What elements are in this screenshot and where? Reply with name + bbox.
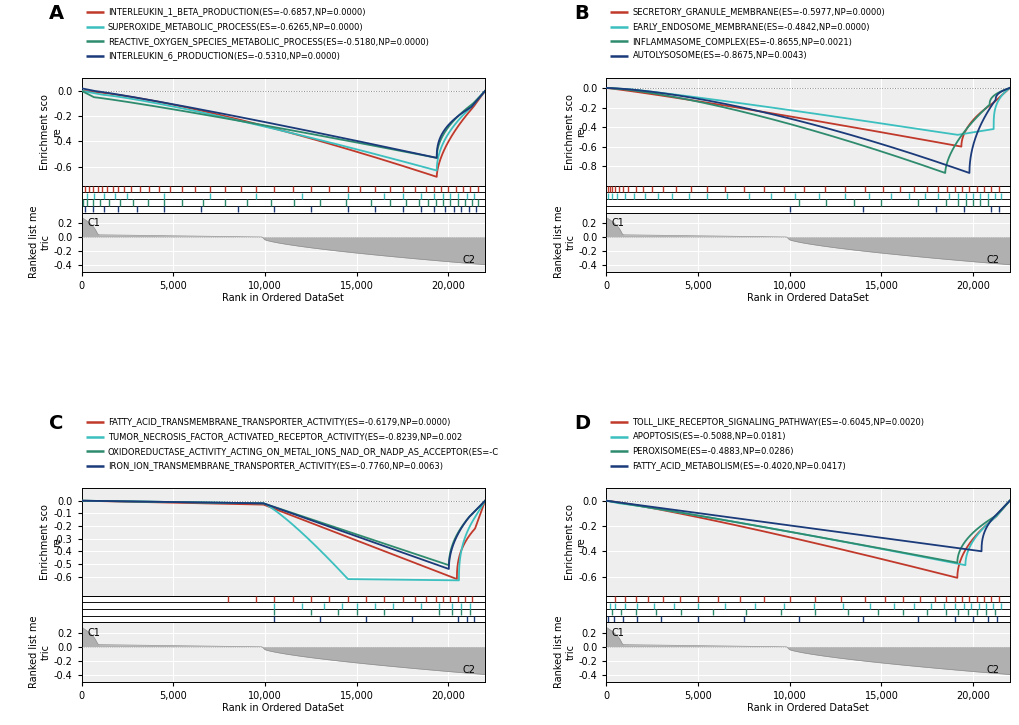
Y-axis label: Ranked list me
tric: Ranked list me tric — [30, 206, 51, 278]
Bar — [82, 602, 485, 609]
Text: C1: C1 — [611, 218, 624, 228]
Bar — [605, 602, 1009, 609]
Text: D: D — [574, 414, 590, 433]
Text: SUPEROXIDE_METABOLIC_PROCESS(ES=-0.6265,NP=0.0000): SUPEROXIDE_METABOLIC_PROCESS(ES=-0.6265,… — [108, 22, 363, 31]
Text: IRON_ION_TRANSMEMBRANE_TRANSPORTER_ACTIVITY(ES=-0.7760,NP=0.0063): IRON_ION_TRANSMEMBRANE_TRANSPORTER_ACTIV… — [108, 461, 442, 471]
Bar — [82, 609, 485, 616]
Bar — [605, 609, 1009, 616]
X-axis label: Rank in Ordered DataSet: Rank in Ordered DataSet — [222, 294, 344, 304]
Bar — [605, 206, 1009, 212]
Bar — [605, 199, 1009, 206]
Y-axis label: Ranked list me
tric: Ranked list me tric — [553, 616, 575, 688]
Text: C1: C1 — [87, 218, 100, 228]
Text: REACTIVE_OXYGEN_SPECIES_METABOLIC_PROCESS(ES=-0.5180,NP=0.0000): REACTIVE_OXYGEN_SPECIES_METABOLIC_PROCES… — [108, 37, 428, 46]
Text: EARLY_ENDOSOME_MEMBRANE(ES=-0.4842,NP=0.0000): EARLY_ENDOSOME_MEMBRANE(ES=-0.4842,NP=0.… — [632, 22, 869, 31]
Y-axis label: Enrichment sco
re: Enrichment sco re — [40, 504, 62, 580]
Text: TUMOR_NECROSIS_FACTOR_ACTIVATED_RECEPTOR_ACTIVITY(ES=-0.8239,NP=0.002: TUMOR_NECROSIS_FACTOR_ACTIVATED_RECEPTOR… — [108, 432, 462, 441]
Bar — [82, 186, 485, 192]
X-axis label: Rank in Ordered DataSet: Rank in Ordered DataSet — [746, 703, 868, 713]
Y-axis label: Enrichment sco
re: Enrichment sco re — [565, 504, 586, 580]
Text: A: A — [49, 4, 64, 23]
Y-axis label: Ranked list me
tric: Ranked list me tric — [553, 206, 575, 278]
Bar — [82, 596, 485, 602]
Text: APOPTOSIS(ES=-0.5088,NP=0.0181): APOPTOSIS(ES=-0.5088,NP=0.0181) — [632, 432, 786, 441]
Text: FATTY_ACID_METABOLISM(ES=-0.4020,NP=0.0417): FATTY_ACID_METABOLISM(ES=-0.4020,NP=0.04… — [632, 461, 846, 471]
Text: OXIDOREDUCTASE_ACTIVITY_ACTING_ON_METAL_IONS_NAD_OR_NADP_AS_ACCEPTOR(ES=-C: OXIDOREDUCTASE_ACTIVITY_ACTING_ON_METAL_… — [108, 447, 498, 455]
Text: FATTY_ACID_TRANSMEMBRANE_TRANSPORTER_ACTIVITY(ES=-0.6179,NP=0.0000): FATTY_ACID_TRANSMEMBRANE_TRANSPORTER_ACT… — [108, 418, 449, 426]
Bar — [605, 186, 1009, 192]
Bar — [82, 616, 485, 622]
Text: C1: C1 — [87, 628, 100, 638]
Bar — [82, 193, 485, 199]
Text: PEROXISOME(ES=-0.4883,NP=0.0286): PEROXISOME(ES=-0.4883,NP=0.0286) — [632, 447, 793, 455]
Text: C: C — [49, 414, 63, 433]
Bar — [82, 206, 485, 212]
Bar — [605, 193, 1009, 199]
X-axis label: Rank in Ordered DataSet: Rank in Ordered DataSet — [746, 294, 868, 304]
Text: C2: C2 — [985, 666, 999, 675]
Text: C2: C2 — [462, 666, 475, 675]
Text: C2: C2 — [985, 255, 999, 265]
Y-axis label: Enrichment sco
re: Enrichment sco re — [565, 94, 586, 170]
Text: INTERLEUKIN_1_BETA_PRODUCTION(ES=-0.6857,NP=0.0000): INTERLEUKIN_1_BETA_PRODUCTION(ES=-0.6857… — [108, 8, 365, 17]
Bar — [605, 596, 1009, 602]
Bar — [82, 199, 485, 206]
X-axis label: Rank in Ordered DataSet: Rank in Ordered DataSet — [222, 703, 344, 713]
Text: B: B — [574, 4, 588, 23]
Text: C1: C1 — [611, 628, 624, 638]
Text: SECRETORY_GRANULE_MEMBRANE(ES=-0.5977,NP=0.0000): SECRETORY_GRANULE_MEMBRANE(ES=-0.5977,NP… — [632, 8, 884, 17]
Text: INFLAMMASOME_COMPLEX(ES=-0.8655,NP=0.0021): INFLAMMASOME_COMPLEX(ES=-0.8655,NP=0.002… — [632, 37, 852, 46]
Bar — [605, 616, 1009, 622]
Y-axis label: Ranked list me
tric: Ranked list me tric — [30, 616, 51, 688]
Text: TOLL_LIKE_RECEPTOR_SIGNALING_PATHWAY(ES=-0.6045,NP=0.0020): TOLL_LIKE_RECEPTOR_SIGNALING_PATHWAY(ES=… — [632, 418, 923, 426]
Y-axis label: Enrichment sco
re: Enrichment sco re — [40, 94, 62, 170]
Text: C2: C2 — [462, 255, 475, 265]
Text: INTERLEUKIN_6_PRODUCTION(ES=-0.5310,NP=0.0000): INTERLEUKIN_6_PRODUCTION(ES=-0.5310,NP=0… — [108, 51, 339, 60]
Text: AUTOLYSOSOME(ES=-0.8675,NP=0.0043): AUTOLYSOSOME(ES=-0.8675,NP=0.0043) — [632, 51, 806, 60]
